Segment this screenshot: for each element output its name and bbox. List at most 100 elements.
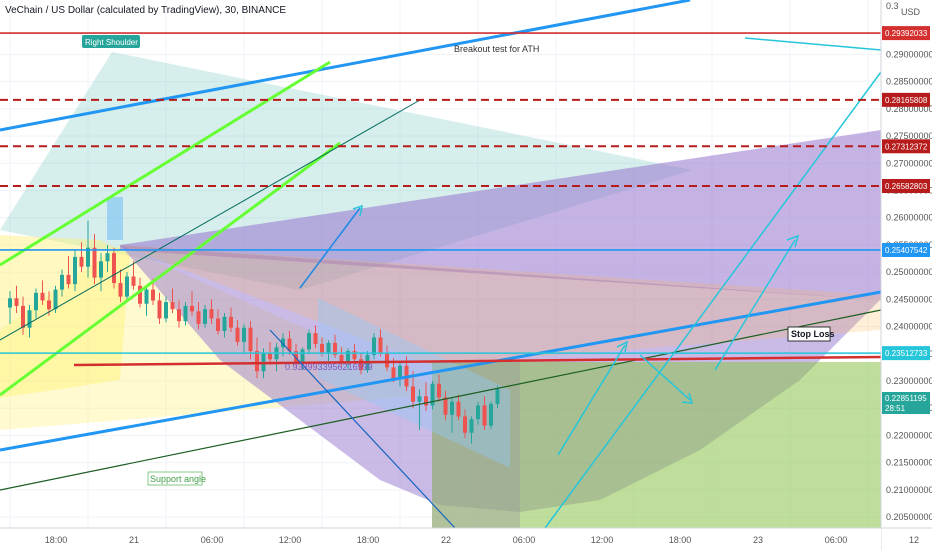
candle-body[interactable] xyxy=(482,405,487,426)
candle-body[interactable] xyxy=(281,338,285,348)
candle-body[interactable] xyxy=(456,401,461,417)
support-angle-label: Support angle xyxy=(150,474,206,484)
red-segment xyxy=(73,355,882,367)
support-angle-box xyxy=(147,471,203,486)
price-axis[interactable]: 0.3 0.29000000 0.28500000 0.28000000 0.27500… xyxy=(880,0,932,550)
candle-body[interactable] xyxy=(255,351,259,372)
candle-body[interactable] xyxy=(8,298,12,308)
candle-body[interactable] xyxy=(378,337,383,353)
candle-body[interactable] xyxy=(73,256,77,285)
candle-body[interactable] xyxy=(300,349,305,362)
candle-body[interactable] xyxy=(320,344,324,353)
candle-body[interactable] xyxy=(92,247,97,278)
time-tick-label: 12:00 xyxy=(591,535,614,545)
candle-body[interactable] xyxy=(222,316,227,331)
time-tick-label: 18:00 xyxy=(669,535,692,545)
candle-body[interactable] xyxy=(372,337,376,355)
candle-body[interactable] xyxy=(248,327,253,352)
candle-body[interactable] xyxy=(66,274,71,285)
candle-body[interactable] xyxy=(131,276,136,286)
candle-body[interactable] xyxy=(60,274,64,290)
arrow-cyan-2 xyxy=(714,239,796,371)
candle-body[interactable] xyxy=(14,298,19,306)
candle-body[interactable] xyxy=(326,342,331,353)
candle-body[interactable] xyxy=(144,289,149,304)
yellow-zone-left xyxy=(0,235,130,398)
candle-body[interactable] xyxy=(229,316,233,328)
candle-body[interactable] xyxy=(469,419,474,433)
candle-body[interactable] xyxy=(313,333,318,345)
candle-body[interactable] xyxy=(203,309,207,324)
price-level-label: 0.26582803 xyxy=(885,182,928,191)
price-level-label: 0.25407542 xyxy=(885,246,928,255)
candle-body[interactable] xyxy=(196,311,201,324)
candle-body[interactable] xyxy=(333,342,337,355)
time-tick-label: 23 xyxy=(753,535,763,545)
candle-body[interactable] xyxy=(209,309,214,319)
candle-body[interactable] xyxy=(190,305,194,312)
arrow-cyan-1 xyxy=(557,344,626,456)
candle-body[interactable] xyxy=(495,389,500,404)
candle-body[interactable] xyxy=(47,300,51,310)
price-axis-bg xyxy=(881,0,932,550)
candle-body[interactable] xyxy=(105,253,110,262)
candle-body[interactable] xyxy=(27,310,32,328)
candle-body[interactable] xyxy=(138,285,142,304)
candle-body[interactable] xyxy=(489,403,493,426)
candle-body[interactable] xyxy=(443,397,448,415)
candle-body[interactable] xyxy=(385,352,389,368)
candle-body[interactable] xyxy=(183,305,188,322)
candle-body[interactable] xyxy=(86,247,90,267)
candle-body[interactable] xyxy=(398,365,402,379)
candle-body[interactable] xyxy=(391,367,396,379)
candle-body[interactable] xyxy=(164,302,168,319)
candle-body[interactable] xyxy=(417,396,422,402)
price-tick-label: 0.28000000 xyxy=(886,104,932,114)
candle-body[interactable] xyxy=(463,416,467,433)
candle-body[interactable] xyxy=(476,405,480,420)
candle-body[interactable] xyxy=(216,318,220,331)
fib-ratio-label: 0.9389933956216999 xyxy=(285,362,373,372)
candle-body[interactable] xyxy=(411,386,415,402)
price-level-tag xyxy=(882,139,930,154)
candle-body[interactable] xyxy=(21,305,25,328)
candle-body[interactable] xyxy=(352,351,357,360)
candle-body[interactable] xyxy=(430,383,435,406)
blue-highlight xyxy=(107,197,123,240)
candle-body[interactable] xyxy=(40,292,45,301)
candle-body[interactable] xyxy=(294,351,298,362)
price-tick-label: 0.26000000 xyxy=(886,213,932,223)
candle-body[interactable] xyxy=(34,292,38,311)
candle-body[interactable] xyxy=(359,359,363,371)
candle-body[interactable] xyxy=(235,327,240,342)
time-tick-label: 06:00 xyxy=(201,535,224,545)
candle-body[interactable] xyxy=(118,283,123,297)
candle-body[interactable] xyxy=(450,401,454,415)
candle-body[interactable] xyxy=(53,289,58,310)
candle-body[interactable] xyxy=(177,309,181,322)
candle-body[interactable] xyxy=(125,276,129,297)
candle-body[interactable] xyxy=(424,396,428,406)
candle-body[interactable] xyxy=(287,338,292,352)
time-tick-label: 18:00 xyxy=(357,535,380,545)
price-tick-label: 0.21500000 xyxy=(886,458,932,468)
candle-body[interactable] xyxy=(242,327,246,342)
price-tick-label: 0.28500000 xyxy=(886,77,932,87)
price-tick-label: 0.27000000 xyxy=(886,158,932,168)
candle-body[interactable] xyxy=(112,253,116,284)
candle-body[interactable] xyxy=(437,383,441,398)
time-axis[interactable]: 18:00 21 06:00 12:00 18:00 22 06:00 12:00 18:00 2… xyxy=(0,527,932,550)
candle-body[interactable] xyxy=(339,354,344,364)
candle-body[interactable] xyxy=(268,352,272,360)
candle-body[interactable] xyxy=(79,256,84,267)
arrowhead-blue xyxy=(352,204,363,217)
arrowhead-cyan-1 xyxy=(616,340,629,353)
candle-body[interactable] xyxy=(307,333,311,350)
candle-body[interactable] xyxy=(99,261,103,278)
trendline-green-1 xyxy=(0,60,331,267)
candle-body[interactable] xyxy=(151,289,155,301)
candle-body[interactable] xyxy=(346,351,350,364)
candle-body[interactable] xyxy=(170,302,175,310)
candle-body[interactable] xyxy=(157,300,162,319)
